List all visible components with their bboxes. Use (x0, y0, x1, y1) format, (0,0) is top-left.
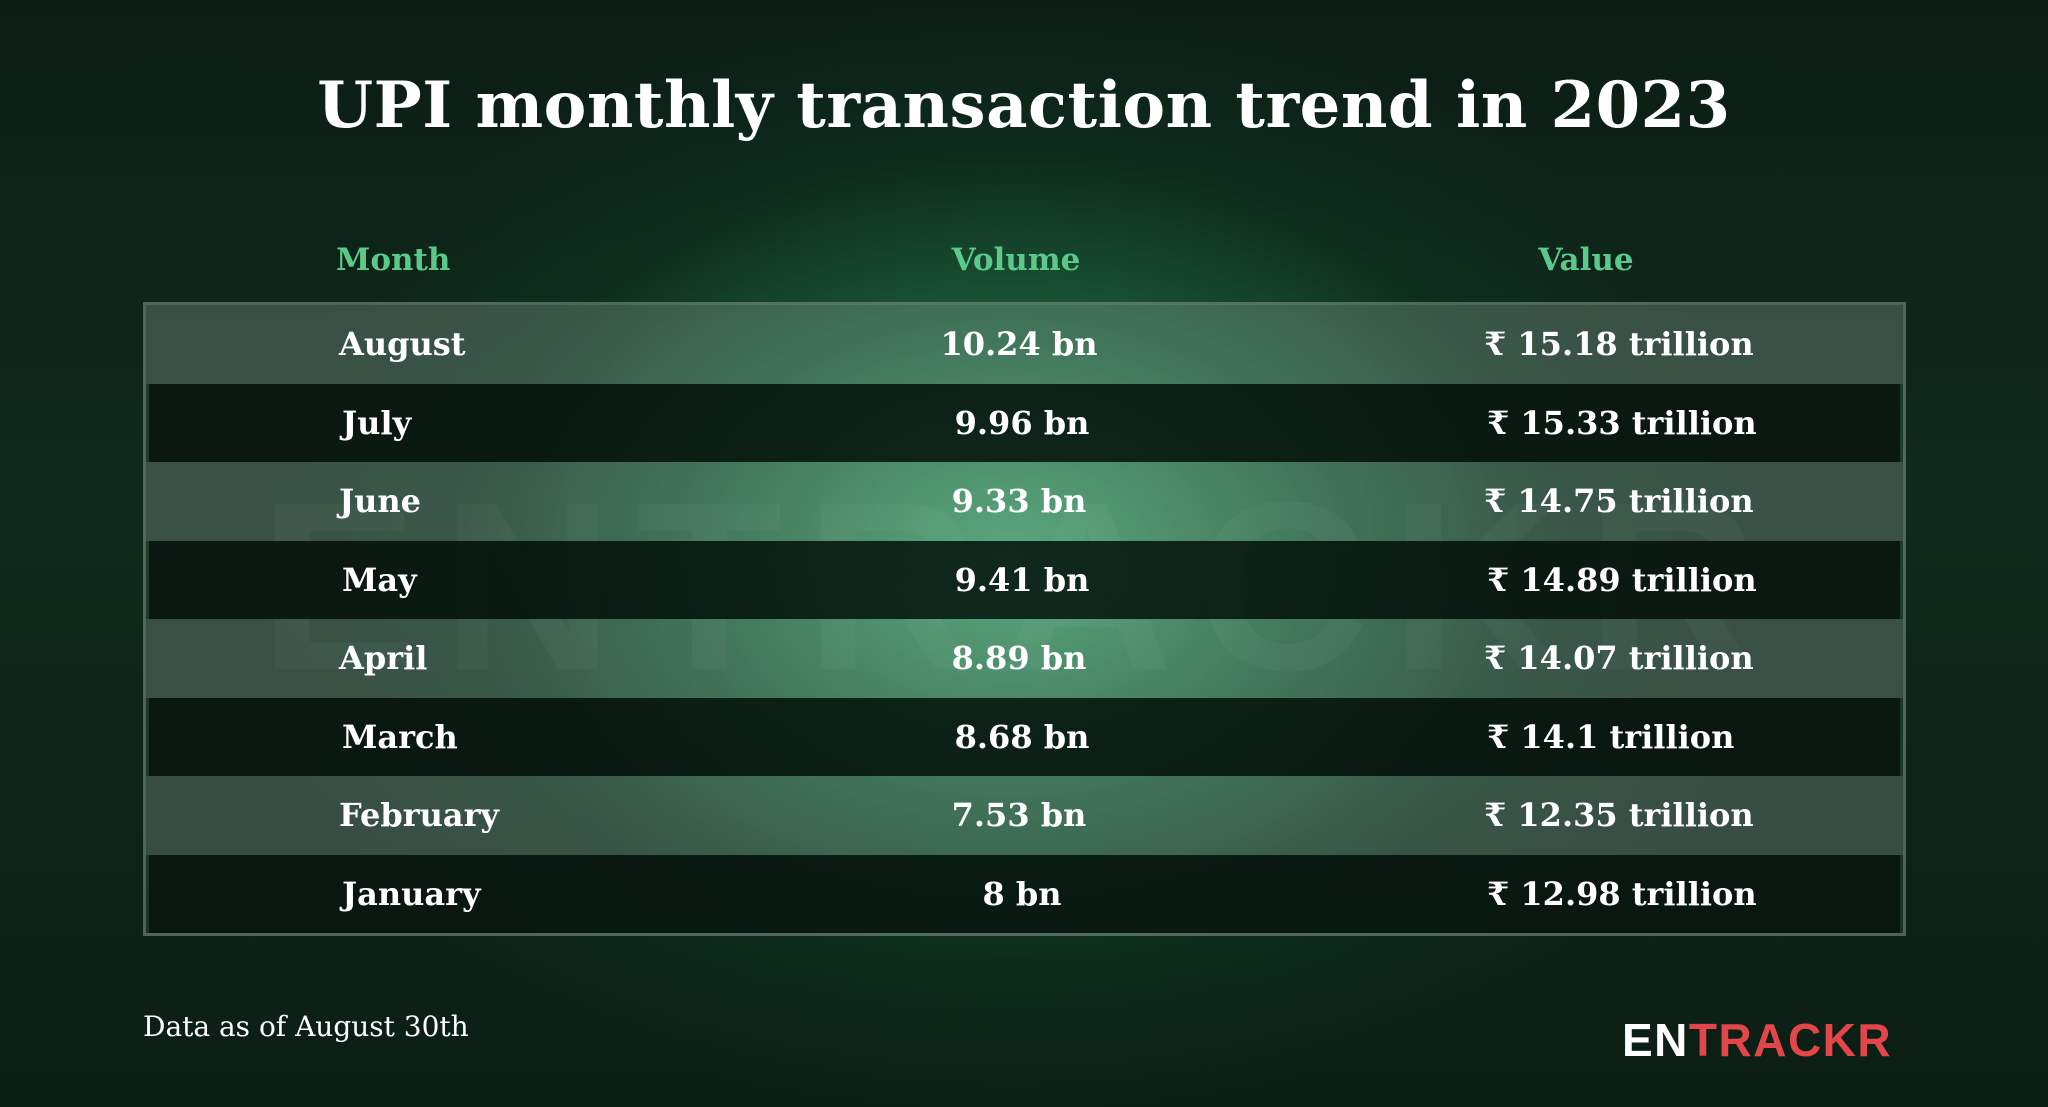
cell-value: ₹ 14.89 trillion (1487, 560, 1757, 599)
cell-value: ₹ 14.07 trillion (1484, 639, 1754, 678)
cell-value: ₹ 12.98 trillion (1487, 874, 1757, 913)
cell-value: ₹ 14.1 trillion (1487, 717, 1735, 756)
cell-month: May (342, 560, 417, 599)
logo-trackr: TRACKR (1688, 1014, 1893, 1066)
cell-month: February (339, 796, 500, 835)
transaction-table: Month Volume Value August 10.24 bn ₹ 15.18… (143, 232, 1906, 936)
table-row: May 9.41 bn ₹ 14.89 trillion (149, 540, 1900, 619)
cell-value: ₹ 15.33 trillion (1487, 403, 1757, 442)
table-row: June 9.33 bn ₹ 14.75 trillion (146, 462, 1903, 541)
cell-volume: 9.96 bn (954, 403, 1090, 442)
cell-month: January (342, 874, 481, 913)
entrackr-logo: ENTRACKR (1622, 1013, 1892, 1067)
table-row: March 8.68 bn ₹ 14.1 trillion (149, 697, 1900, 776)
logo-en: EN (1622, 1014, 1689, 1066)
table-row: February 7.53 bn ₹ 12.35 trillion (146, 776, 1903, 855)
footnote: Data as of August 30th (143, 1010, 469, 1043)
cell-volume: 8.68 bn (954, 717, 1090, 756)
cell-month: August (339, 325, 466, 364)
table-body: August 10.24 bn ₹ 15.18 trillion July 9.96 b… (143, 302, 1906, 936)
cell-value: ₹ 14.75 trillion (1484, 482, 1754, 521)
header-value: Value (1538, 242, 1634, 278)
header-volume: Volume (951, 242, 1081, 278)
chart-title: UPI monthly transaction trend in 2023 (317, 68, 1731, 143)
cell-month: June (339, 482, 422, 521)
cell-value: ₹ 12.35 trillion (1484, 796, 1754, 835)
header-month: Month (336, 242, 451, 278)
table-row: January 8 bn ₹ 12.98 trillion (149, 854, 1900, 933)
table-header: Month Volume Value (143, 232, 1906, 302)
cell-month: April (339, 639, 428, 678)
table-row: July 9.96 bn ₹ 15.33 trillion (149, 383, 1900, 462)
cell-month: March (342, 717, 458, 756)
cell-volume: 10.24 bn (940, 325, 1098, 364)
cell-volume: 8.89 bn (951, 639, 1087, 678)
table-row: August 10.24 bn ₹ 15.18 trillion (146, 305, 1903, 384)
cell-month: July (342, 403, 412, 442)
cell-volume: 8 bn (982, 874, 1062, 913)
cell-volume: 9.33 bn (951, 482, 1087, 521)
cell-volume: 9.41 bn (954, 560, 1090, 599)
table-row: April 8.89 bn ₹ 14.07 trillion (146, 619, 1903, 698)
cell-volume: 7.53 bn (951, 796, 1087, 835)
cell-value: ₹ 15.18 trillion (1484, 325, 1754, 364)
